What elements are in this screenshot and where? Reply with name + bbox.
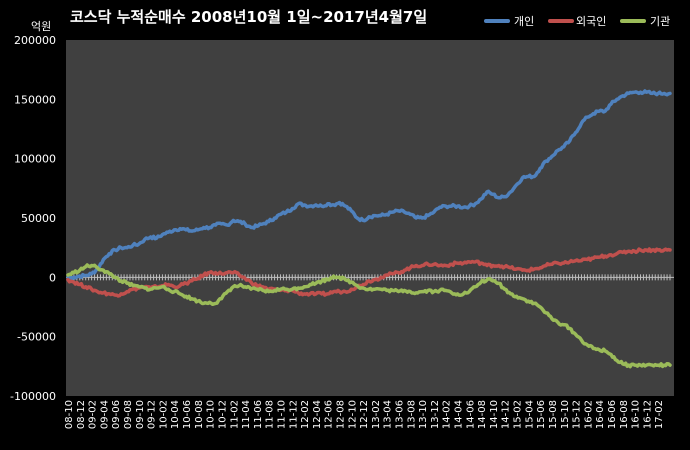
x-tick-label: 14-02 (442, 400, 453, 429)
x-tick-label: 09-08 (123, 400, 134, 429)
x-tick-label: 09-02 (88, 400, 99, 429)
y-tick-label: -50000 (17, 331, 56, 344)
legend-label: 개인 (514, 15, 534, 28)
x-tick-label: 10-02 (158, 400, 169, 429)
x-axis: 08-10 08-12 09-02 09-04 09-06 09-08 09-10 09-12… (64, 400, 665, 429)
x-tick-label: 11-02 (229, 400, 240, 429)
x-tick-label: 16-02 (583, 400, 594, 429)
x-tick-label: 13-10 (418, 400, 429, 429)
x-tick-label: 12-04 (312, 400, 323, 429)
x-tick-label: 11-06 (253, 400, 264, 429)
x-tick-label: 13-12 (430, 400, 441, 429)
y-tick-label: 200000 (14, 34, 56, 47)
x-tick-label: 13-06 (395, 400, 406, 429)
series-line-개인 (66, 89, 672, 281)
series-line-외국인 (66, 247, 672, 298)
chart-title: 코스닥 누적순매수 2008년10월 1일~2017년4월7일 (70, 8, 427, 26)
x-tick-label: 10-06 (182, 400, 193, 429)
x-tick-label: 15-06 (536, 400, 547, 429)
legend-item-기관: 기관 (620, 15, 670, 28)
y-tick-label: 100000 (14, 153, 56, 166)
x-tick-label: 15-04 (524, 400, 535, 429)
x-tick-label: 12-02 (300, 400, 311, 429)
x-tick-label: 11-10 (276, 400, 287, 429)
x-tick-label: 08-10 (64, 400, 75, 429)
x-tick-label: 11-12 (288, 400, 299, 429)
y-tick-label: 0 (49, 271, 56, 284)
x-tick-label: 15-12 (572, 400, 583, 429)
x-tick-label: 10-08 (194, 400, 205, 429)
x-tick-label: 15-10 (560, 400, 571, 429)
x-tick-label: 16-06 (607, 400, 618, 429)
legend-item-개인: 개인 (484, 15, 534, 28)
x-tick-label: 10-12 (217, 400, 228, 429)
series-group (66, 89, 672, 369)
x-tick-label: 15-08 (548, 400, 559, 429)
x-tick-label: 14-10 (489, 400, 500, 429)
y-tick-label: 150000 (14, 93, 56, 106)
y-tick-label: 50000 (21, 212, 56, 225)
x-tick-label: 16-10 (631, 400, 642, 429)
x-tick-label: 10-04 (170, 400, 181, 429)
x-tick-label: 09-12 (147, 400, 158, 429)
legend-item-외국인: 외국인 (548, 15, 606, 28)
x-tick-label: 13-02 (371, 400, 382, 429)
x-tick-label: 16-08 (619, 400, 630, 429)
x-tick-label: 12-12 (359, 400, 370, 429)
x-tick-label: 12-08 (335, 400, 346, 429)
x-tick-label: 15-02 (513, 400, 524, 429)
legend: 개인 외국인 기관 (484, 15, 670, 28)
x-tick-label: 17-02 (654, 400, 665, 429)
x-tick-label: 16-04 (595, 400, 606, 429)
legend-label: 기관 (650, 15, 670, 28)
x-tick-label: 12-06 (324, 400, 335, 429)
x-tick-label: 14-08 (477, 400, 488, 429)
series-line-기관 (66, 263, 672, 369)
x-tick-label: 08-12 (76, 400, 87, 429)
x-tick-label: 16-12 (642, 400, 653, 429)
x-tick-label: 11-08 (265, 400, 276, 429)
x-tick-label: 09-10 (135, 400, 146, 429)
unit-label: 억원 (31, 20, 51, 33)
x-tick-label: 13-08 (406, 400, 417, 429)
x-tick-label: 09-04 (99, 400, 110, 429)
y-tick-label: -100000 (10, 390, 56, 403)
x-tick-label: 13-04 (383, 400, 394, 429)
legend-label: 외국인 (576, 15, 606, 28)
y-axis: 200000 150000 100000 50000 0 -50000 -100000 (10, 34, 56, 403)
x-tick-label: 10-10 (206, 400, 217, 429)
x-tick-label: 12-10 (347, 400, 358, 429)
x-tick-label: 09-06 (111, 400, 122, 429)
x-tick-label: 14-06 (465, 400, 476, 429)
x-tick-label: 14-04 (454, 400, 465, 429)
x-tick-label: 11-04 (241, 400, 252, 429)
x-tick-label: 14-12 (501, 400, 512, 429)
